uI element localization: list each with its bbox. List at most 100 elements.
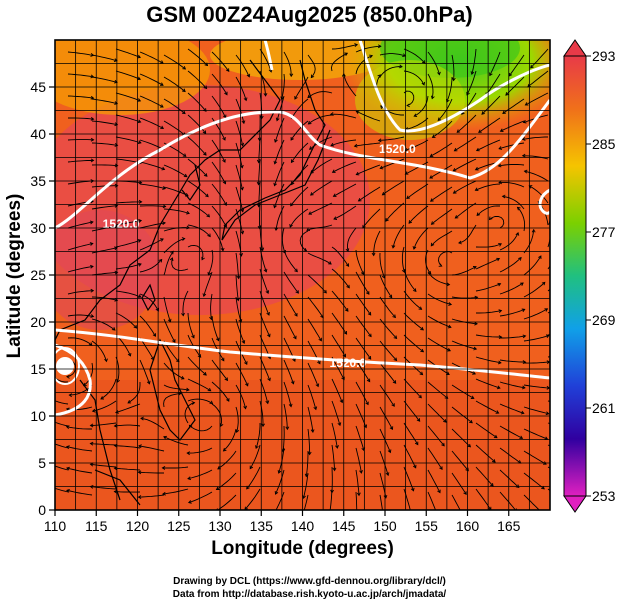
streamline — [530, 48, 549, 69]
streamline-arrowhead — [366, 378, 371, 383]
streamline — [499, 308, 525, 317]
streamline — [331, 378, 343, 403]
streamline — [258, 180, 261, 207]
streamline-arrowhead — [137, 119, 142, 124]
streamline-arrowhead — [90, 314, 95, 318]
streamline — [235, 274, 239, 301]
streamline — [139, 73, 164, 86]
y-tick-label: 30 — [30, 220, 46, 236]
streamline-arrowhead — [203, 371, 207, 376]
streamline-arrowhead — [220, 247, 225, 252]
streamline-arrowhead — [114, 143, 119, 147]
streamline — [451, 54, 455, 81]
streamline — [529, 185, 549, 204]
streamline-arrowhead — [224, 377, 229, 382]
coastline-borneo — [94, 469, 141, 506]
streamline-arrowhead — [437, 71, 441, 76]
streamline-arrowhead — [489, 72, 493, 77]
streamline — [379, 53, 406, 57]
streamline-arrowhead — [187, 476, 192, 481]
x-tick-label: 155 — [415, 518, 439, 534]
streamline-arrowhead — [437, 489, 441, 494]
streamline-arrowhead — [496, 385, 501, 390]
streamline-arrowhead — [344, 308, 349, 312]
streamline-arrowhead — [222, 114, 227, 119]
streamline-arrowhead — [162, 491, 166, 496]
streamline-arrowhead — [343, 330, 348, 335]
colorbar-tick-label: 277 — [592, 224, 616, 240]
streamline-arrowhead — [499, 128, 504, 132]
streamline-arrowhead — [307, 451, 312, 456]
streamline-arrowhead — [448, 302, 453, 306]
streamline — [331, 290, 349, 312]
streamline — [235, 76, 247, 101]
streamline-arrowhead — [473, 346, 478, 351]
streamline — [523, 308, 548, 320]
streamline-arrowhead — [333, 216, 338, 220]
streamline-arrowhead — [133, 324, 138, 329]
streamline-arrowhead — [367, 355, 372, 360]
streamline — [451, 266, 477, 276]
streamline-arrowhead — [162, 221, 166, 226]
streamline-arrowhead — [137, 140, 142, 145]
streamline — [305, 451, 309, 477]
streamline-arrowhead — [505, 92, 509, 96]
streamline-arrowhead — [452, 167, 457, 172]
streamline-arrowhead — [90, 158, 95, 163]
streamline-arrowhead — [399, 64, 403, 69]
streamline — [379, 362, 397, 384]
streamline-arrowhead — [240, 186, 244, 191]
streamline-arrowhead — [163, 435, 167, 440]
streamline — [139, 359, 150, 384]
streamline — [382, 180, 405, 196]
streamline-arrowhead — [241, 120, 246, 125]
streamline — [235, 296, 242, 323]
streamline-arrowhead — [476, 212, 481, 217]
streamline — [244, 488, 261, 510]
streamline-arrowhead — [392, 380, 397, 384]
streamline — [91, 340, 107, 362]
x-axis-ticks: 110 115 120 125 130 135 140 145 150 155 160 165 — [44, 510, 521, 534]
streamline-arrowhead — [161, 466, 166, 470]
streamline — [163, 120, 186, 136]
streamline-arrowhead — [438, 263, 443, 267]
streamline-arrowhead — [66, 488, 70, 493]
streamline — [163, 296, 171, 322]
streamline-arrowhead — [310, 74, 315, 79]
streamline-arrowhead — [391, 244, 396, 249]
streamline — [405, 161, 429, 175]
streamline — [355, 55, 373, 75]
streamline — [403, 90, 415, 107]
streamline — [427, 51, 440, 75]
streamline-arrowhead — [240, 208, 245, 213]
streamline — [499, 181, 525, 188]
streamline — [499, 469, 520, 488]
streamline — [430, 142, 453, 157]
streamline-arrowhead — [310, 170, 314, 174]
streamline — [379, 340, 397, 361]
streamline-arrowhead — [191, 401, 196, 405]
streamline-arrowhead — [259, 115, 264, 120]
streamline — [331, 246, 349, 267]
streamline — [430, 186, 453, 202]
streamline — [67, 243, 93, 251]
streamline — [67, 337, 93, 346]
streamline — [163, 208, 190, 214]
streamline-arrowhead — [191, 334, 195, 339]
streamline-arrowhead — [328, 261, 332, 265]
streamline — [246, 466, 261, 490]
streamline-arrowhead — [113, 443, 118, 448]
streamline-arrowhead — [495, 410, 500, 414]
streamline-arrowhead — [274, 138, 278, 143]
streamline-arrowhead — [240, 142, 245, 147]
streamline-arrowhead — [161, 166, 166, 171]
streamline-arrowhead — [222, 136, 226, 141]
streamline — [403, 290, 422, 310]
coastline-philippines — [149, 338, 196, 441]
streamline-arrowhead — [138, 199, 143, 204]
streamline — [499, 282, 524, 295]
streamline — [307, 406, 314, 433]
streamline — [458, 224, 477, 244]
streamline — [66, 426, 92, 430]
